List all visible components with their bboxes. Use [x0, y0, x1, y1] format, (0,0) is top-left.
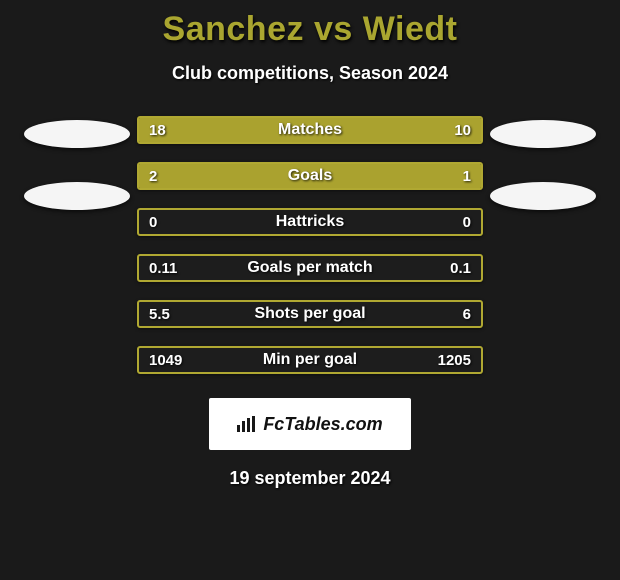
vs-separator: vs — [314, 10, 353, 48]
left-player-flags — [17, 116, 137, 234]
stat-bar-row: 10491205Min per goal — [137, 346, 483, 374]
footer-date: 19 september 2024 — [229, 468, 390, 489]
page-title: Sanchez vs Wiedt — [163, 10, 458, 49]
bar-label: Matches — [139, 118, 481, 142]
stat-bar-row: 1810Matches — [137, 116, 483, 144]
fctables-logo: FcTables.com — [209, 398, 411, 450]
flag-icon — [24, 120, 130, 148]
bar-label: Goals — [139, 164, 481, 188]
stat-bar-row: 00Hattricks — [137, 208, 483, 236]
logo-text: FcTables.com — [263, 414, 382, 435]
bar-label: Goals per match — [139, 256, 481, 280]
flag-icon — [490, 120, 596, 148]
player1-name: Sanchez — [163, 10, 304, 48]
stat-bar-row: 0.110.1Goals per match — [137, 254, 483, 282]
player2-name: Wiedt — [363, 10, 458, 48]
bar-label: Min per goal — [139, 348, 481, 372]
subtitle: Club competitions, Season 2024 — [172, 63, 448, 84]
right-player-flags — [483, 116, 603, 234]
stat-bar-row: 21Goals — [137, 162, 483, 190]
comparison-chart: 1810Matches 21Goals 00Hattricks 0.110.1Goal… — [0, 116, 620, 374]
bar-label: Hattricks — [139, 210, 481, 234]
bar-label: Shots per goal — [139, 302, 481, 326]
stat-bar-row: 5.56Shots per goal — [137, 300, 483, 328]
flag-icon — [24, 182, 130, 210]
flag-icon — [490, 182, 596, 210]
stat-bars: 1810Matches 21Goals 00Hattricks 0.110.1Goal… — [137, 116, 483, 374]
bar-chart-icon — [237, 416, 257, 432]
